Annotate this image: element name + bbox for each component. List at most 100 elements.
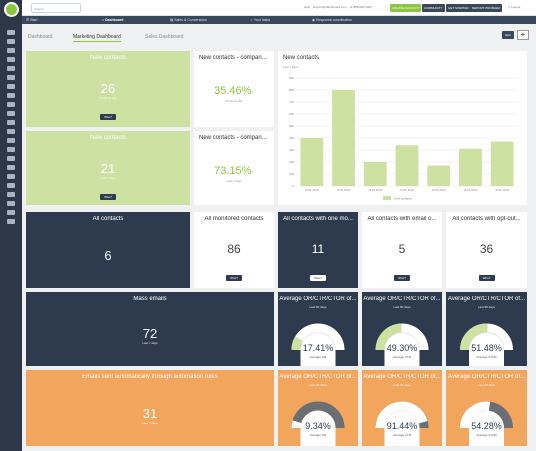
bar [459,148,482,186]
gauge-fill [375,323,402,351]
y-tick-label: 100 [289,172,294,176]
gauge-center [300,427,336,446]
who-button[interactable]: Who? [100,194,116,200]
who-button[interactable]: Who? [100,114,116,120]
card-value: 36 [479,242,494,256]
card-subtitle: Last 7 days [100,176,116,180]
nav-sales[interactable]: ▤ Sales & Conversions [170,18,207,22]
add-widget-button[interactable]: + [517,30,529,40]
sidebar-menu-icon[interactable] [7,156,15,161]
avg-rate-gauge-card: Average OR/CTR/CTOR of... Last 30 days 9.3… [278,370,358,446]
legend-swatch [383,196,391,200]
card-title: Mass emails [133,296,167,302]
sidebar-menu-icon[interactable] [7,93,15,98]
gauge-value: 17.41% [302,343,334,353]
sidebar-menu-icon[interactable] [7,201,15,206]
top-bar: Search Help · support@dashboard.com · +1… [22,0,536,16]
sidebar-menu-icon[interactable] [7,30,15,35]
sidebar-menu-icon[interactable] [7,57,15,62]
y-tick-label: 900 [289,76,294,80]
card-title: All contacts with opt-out... [452,216,521,222]
card-title: New contacts - comparis... [199,135,269,141]
gauge-center [384,427,420,446]
create-account-button[interactable]: CREATE ACCOUNT [390,4,422,12]
card-title: New contacts [89,55,126,61]
sidebar-menu-icon[interactable] [7,210,15,215]
sidebar-menu-icon[interactable] [7,84,15,89]
avg-rate-gauge-card: Average OR/CTR/CTOR of... Last 90 days 51.… [446,292,527,366]
gauge-track [291,401,345,429]
app-logo[interactable] [4,2,19,17]
nav-tasks-label: Your tasks [253,18,271,22]
all-contacts-card: All contacts 6 [26,212,190,288]
sidebar-menu-icon[interactable] [7,174,15,179]
sidebar-menu-icon[interactable] [7,129,15,134]
sidebar-menu-icon[interactable] [7,75,15,80]
gauge [375,401,429,446]
sidebar-menu-icon[interactable] [7,192,15,197]
report-problem-button[interactable]: REPORT PROBLEM [470,4,502,12]
sidebar-menu-icon[interactable] [7,183,15,188]
gauge-value: 91.44% [386,421,418,431]
mass-emails-card: Mass emails 72 Last 7 days [26,292,274,366]
sidebar-menu-icon[interactable] [7,66,15,71]
x-tick-label: 10.09. 00:00 [305,189,320,192]
check-icon: ✓ [250,18,254,22]
y-tick-label: 300 [289,148,294,152]
card-subtitle: Last 30 days [477,383,495,387]
who-button[interactable]: Who? [478,275,495,281]
get-started-button[interactable]: GET STARTED [446,4,471,12]
sidebar-menu-icon[interactable] [7,111,15,116]
who-button[interactable]: Who? [394,275,410,281]
card-subtitle: Last 7 days [142,421,158,425]
sidebar-menu-icon[interactable] [7,39,15,44]
legend-label: New contacts [394,197,413,201]
card-value: 86 [227,242,241,256]
nav-dashboard[interactable]: ⌂ Dashboard [102,18,123,22]
menu-icon: ☰ [26,18,31,22]
nav-response[interactable]: ◉ Response coordination [312,18,352,22]
y-tick-label: 0 [292,184,294,188]
search-input[interactable]: Search [31,3,81,13]
sidebar-menu-icon[interactable] [7,147,15,152]
avg-rate-gauge-card: Average OR/CTR/CTOR of... Last 30 days 91.… [362,370,442,446]
y-tick-label: 700 [289,100,294,104]
tab-sales-dashboard[interactable]: Sales Dashboard [145,34,184,40]
gauge-hub [300,410,336,428]
nav-tasks[interactable]: ✓ Your tasks [250,18,270,22]
sidebar-menu-icon[interactable] [7,102,15,107]
who-button[interactable]: Who? [310,275,326,281]
tab-dashboard[interactable]: Dashboard [28,34,53,40]
avg-rate-gauge-card: Average OR/CTR/CTOR of... Last 90 days 17.… [278,292,358,366]
card-title: All contacts with email o... [367,216,437,222]
bell-icon: ◉ [312,18,317,22]
sidebar-menu-icon[interactable] [7,48,15,53]
gauge-hub [300,332,336,350]
tab-marketing-dashboard[interactable]: Marketing Dashboard [73,34,121,42]
gauge-label: Average CTR [392,355,412,359]
card-subtitle: Last 90 days [309,305,327,309]
card-value: 6 [104,248,112,263]
card-subtitle: Last 90 days [393,305,411,309]
chart-icon: ▤ [170,18,175,22]
edit-button[interactable]: Edit [502,31,514,39]
gauge-label: Average CTOR [476,433,497,437]
gauge-center [469,349,504,366]
nav-start-label: Start [30,18,38,22]
gauge-center [384,349,420,366]
logout-link[interactable]: ⏻ Logout [508,5,520,9]
sidebar-menu-icon[interactable] [7,165,15,170]
x-tick-label: 15.09. 00:00 [463,189,478,192]
card-value: 72 [142,326,158,341]
gauge-fill [375,401,428,429]
main-nav: ☰ Start ⌂ Dashboard ▤ Sales & Conversion… [22,16,536,24]
who-button[interactable]: Who? [226,275,242,281]
nav-start[interactable]: ☰ Start [26,18,38,22]
sidebar-menu-icon[interactable] [7,219,15,224]
sidebar-menu-icon[interactable] [7,120,15,125]
sidebar-menu-icon[interactable] [7,138,15,143]
automation-emails-card: Emails sent automatically through automa… [26,370,274,446]
gauge-hub [469,410,504,428]
gauge [375,323,429,366]
community-button[interactable]: COMMUNITY [422,4,445,12]
